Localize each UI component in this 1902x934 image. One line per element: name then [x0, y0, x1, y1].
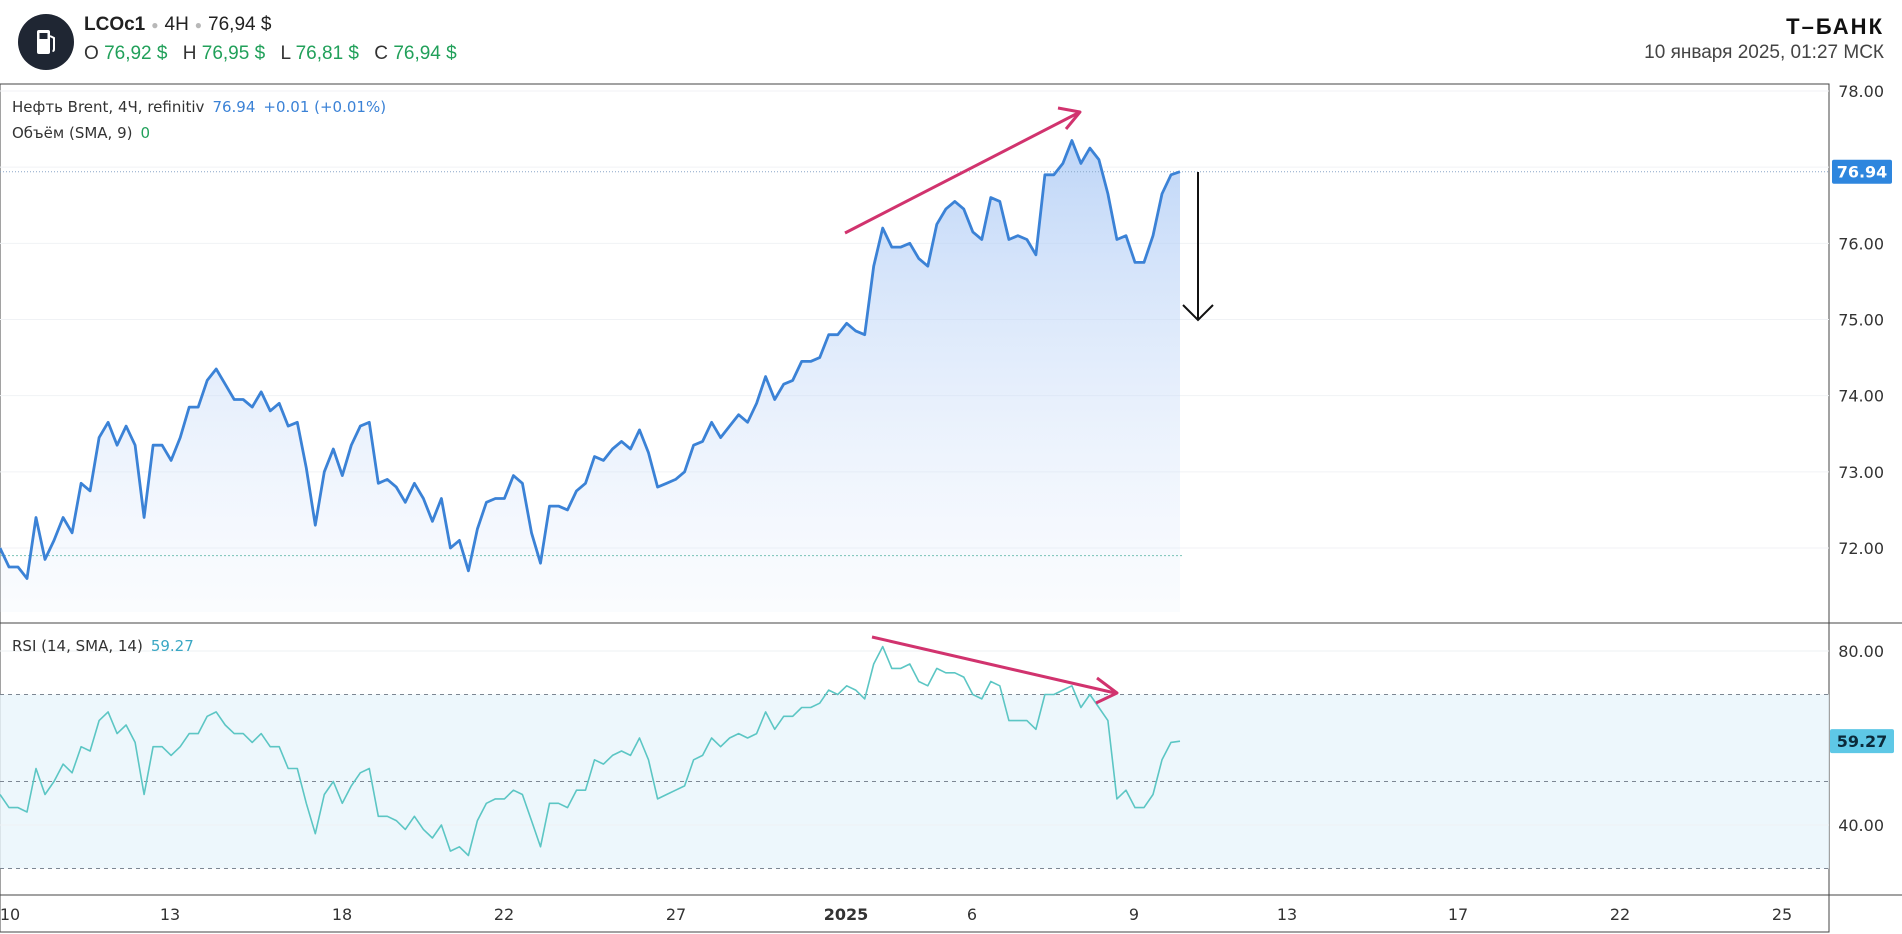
- low-label: L: [280, 43, 291, 64]
- price-tick-label: 74.00: [1838, 387, 1884, 406]
- high-label: H: [182, 43, 197, 64]
- price-area-fill: [0, 140, 1180, 612]
- interval: 4H: [164, 14, 189, 35]
- x-tick-label: 13: [160, 905, 180, 924]
- trend-down-arrowhead: [1095, 676, 1119, 705]
- trend-down-arrow: [871, 635, 1116, 695]
- header: LCOc1 ● 4H ● 76,94 $ O 76,92 $ H 76,95 $ L 7…: [0, 0, 1902, 84]
- price-tick-label: 76.00: [1838, 234, 1884, 253]
- close-label: C: [374, 43, 389, 64]
- x-tick-label: 22: [1610, 905, 1630, 924]
- down-arrowhead: [1182, 304, 1214, 322]
- rsi-legend: RSI (14, SMA, 14) 59.27: [12, 637, 194, 655]
- rsi-tick-label: 40.00: [1838, 816, 1884, 835]
- x-tick-label: 6: [967, 905, 977, 924]
- price-tick-label: 72.00: [1838, 539, 1884, 558]
- open-label: O: [84, 43, 99, 64]
- last-price-badge-text: 76.94: [1837, 163, 1888, 182]
- datetime: 10 января 2025, 01:27 МСК: [1644, 42, 1884, 63]
- low-value: 76,81 $: [295, 43, 360, 64]
- high-value: 76,95 $: [201, 43, 266, 64]
- volume-legend: Объём (SMA, 9) 0: [12, 124, 150, 142]
- x-tick-label: 22: [494, 905, 514, 924]
- x-tick-label: 13: [1277, 905, 1297, 924]
- price-tick-label: 78.00: [1838, 82, 1884, 101]
- price-legend: Нефть Brent, 4Ч, refinitiv 76.94 +0.01 (+0…: [12, 98, 386, 116]
- plot-frame: [0, 83, 1830, 933]
- rsi-last-badge-text: 59.27: [1837, 732, 1888, 751]
- rsi-legend-value: 59.27: [150, 637, 194, 655]
- x-tick-label: 18: [332, 905, 352, 924]
- price-tick-label: 75.00: [1838, 311, 1884, 330]
- last-price: 76,94 $: [208, 14, 272, 35]
- volume-legend-title: Объём (SMA, 9): [12, 124, 133, 142]
- symbol: LCOc1: [84, 14, 146, 35]
- trend-up-arrow: [844, 111, 1079, 235]
- rsi-last-badge: [1830, 729, 1894, 754]
- x-tick-label: 25: [1772, 905, 1792, 924]
- fuel-pump-icon: [18, 14, 74, 70]
- open-value: 76,92 $: [104, 43, 168, 64]
- price-line: [0, 139, 1181, 580]
- price-legend-value: 76.94: [212, 98, 256, 116]
- rsi-line: [0, 645, 1181, 857]
- x-tick-label: 27: [666, 905, 686, 924]
- brand-logo: Т–БАНК: [1786, 14, 1884, 39]
- x-tick-label: 9: [1129, 905, 1139, 924]
- x-tick-label: 10: [0, 905, 20, 924]
- volume-legend-value: 0: [140, 124, 151, 142]
- price-tick-label: 73.00: [1838, 463, 1884, 482]
- x-tick-label: 2025: [824, 905, 869, 924]
- ohlc-line: O 76,92 $ H 76,95 $ L 76,81 $ C 76,94 $: [84, 43, 457, 65]
- x-tick-label: 17: [1448, 905, 1468, 924]
- trend-up-arrowhead: [1057, 106, 1082, 130]
- rsi-tick-label: 80.00: [1838, 642, 1884, 661]
- last-price-badge: [1832, 159, 1892, 184]
- ticker-line: LCOc1 ● 4H ● 76,94 $: [84, 14, 272, 35]
- price-legend-title: Нефть Brent, 4Ч, refinitiv: [12, 98, 205, 116]
- price-legend-change: +0.01 (+0.01%): [263, 98, 387, 116]
- rsi-legend-title: RSI (14, SMA, 14): [12, 637, 143, 655]
- close-value: 76,94 $: [393, 43, 457, 64]
